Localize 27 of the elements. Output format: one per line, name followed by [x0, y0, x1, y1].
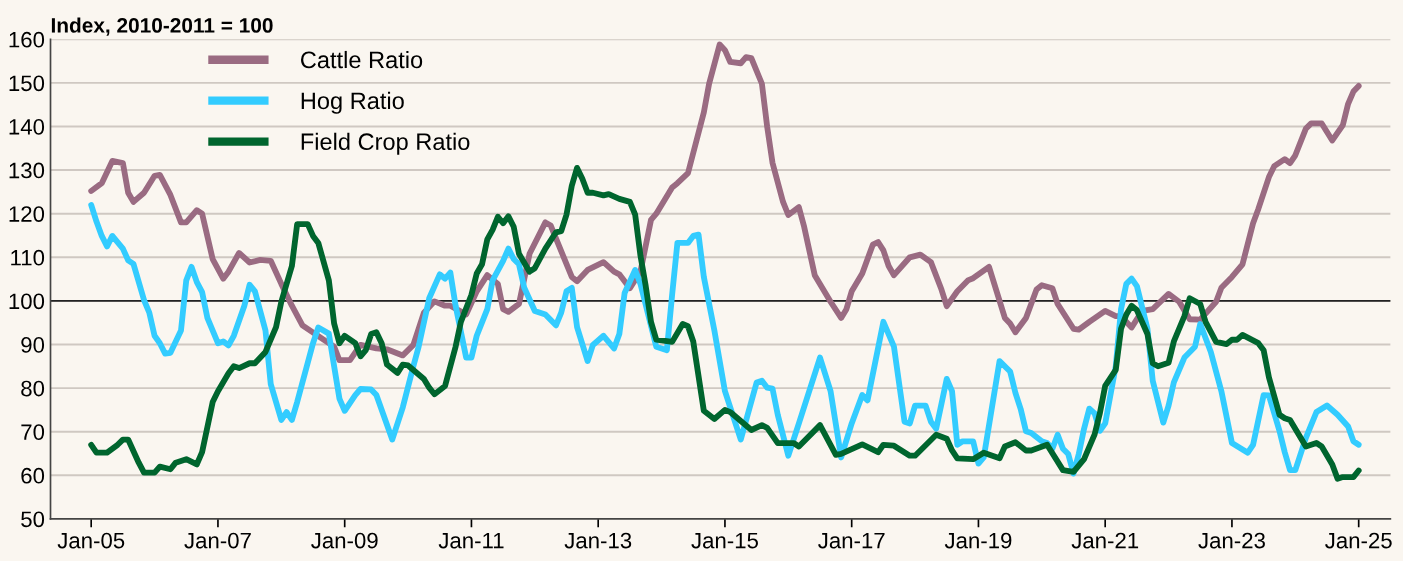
y-tick-label: 50: [21, 511, 45, 528]
x-tick-label: Jan-25: [1325, 532, 1392, 549]
y-tick-label: 150: [9, 75, 45, 92]
x-tick-label: Jan-11: [438, 532, 504, 549]
x-tick-label: Jan-17: [818, 532, 885, 549]
x-tick-label: Jan-05: [57, 532, 125, 549]
y-tick-label: 160: [9, 31, 45, 48]
x-tick-label: Jan-15: [691, 532, 758, 549]
y-tick-label: 70: [21, 424, 45, 440]
y-tick-label: 140: [9, 119, 45, 135]
y-tick-label: 60: [21, 467, 45, 484]
y-tick-label: 110: [11, 249, 45, 266]
legend-label: Hog Ratio: [301, 91, 404, 114]
x-tick-label: Jan-07: [184, 532, 251, 549]
x-tick-label: Jan-21: [1071, 532, 1139, 549]
x-tick-label: Jan-13: [564, 532, 632, 549]
y-axis-title: Index, 2010-2011 = 100: [51, 17, 273, 36]
y-tick-label: 80: [21, 380, 45, 397]
x-tick-label: Jan-19: [944, 532, 1012, 549]
y-tick-label: 90: [21, 337, 45, 353]
legend-label: Cattle Ratio: [301, 50, 423, 69]
y-tick-label: 100: [9, 293, 45, 310]
x-tick-label: Jan-09: [311, 532, 378, 549]
y-tick-label: 130: [9, 162, 45, 179]
legend-label: Field Crop Ratio: [301, 132, 470, 155]
x-tick-label: Jan-23: [1198, 532, 1265, 549]
y-tick-label: 120: [9, 206, 45, 222]
